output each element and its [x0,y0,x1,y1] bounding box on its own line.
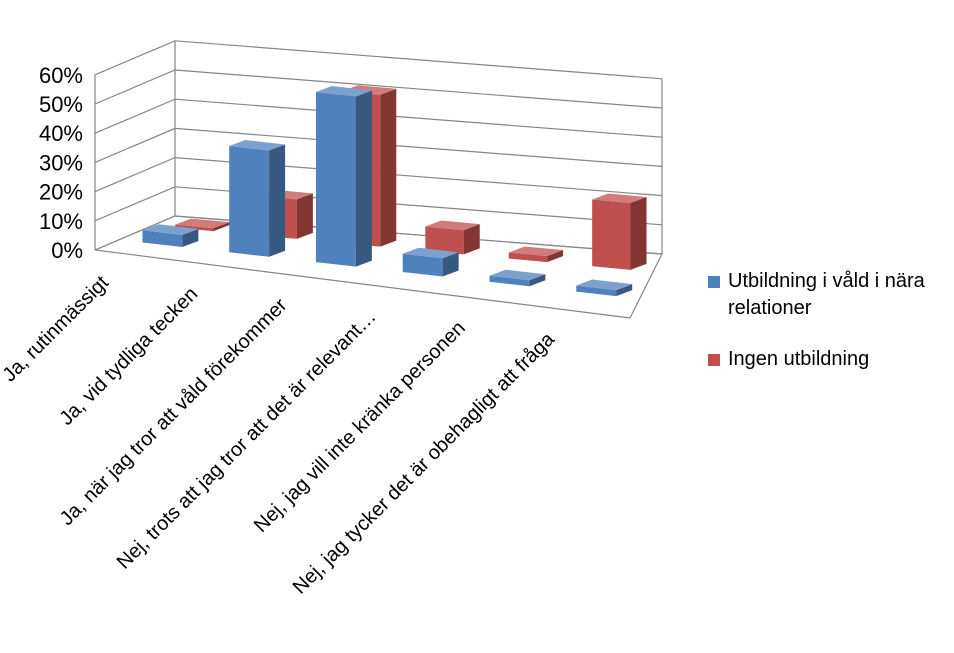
x-tick-label: Ja, rutinmässigt [0,271,113,386]
bar [402,247,459,277]
y-tick-label: 10% [39,209,83,234]
bar [489,269,546,287]
legend: Utbildning i våld i nära relationer Inge… [708,268,948,397]
bar [592,193,647,270]
y-axis-ticks: 0% 10% 20% 30% 40% 50% 60% [39,63,83,263]
legend-label: Utbildning i våld i nära relationer [728,270,925,319]
x-tick-label: Nej, jag vill inte kränka personen [250,317,470,537]
bars [142,85,647,297]
legend-item-series-2: Ingen utbildning [708,346,948,373]
y-tick-label: 60% [39,63,83,88]
bar [576,279,633,297]
y-tick-label: 50% [39,92,83,117]
bar [229,140,286,257]
y-tick-label: 30% [39,150,83,175]
y-tick-label: 0% [51,238,83,263]
legend-label: Ingen utbildning [728,348,870,370]
bar [508,246,564,263]
y-tick-label: 20% [39,180,83,205]
legend-swatch-blue [708,276,720,288]
y-tick-label: 40% [39,121,83,146]
bar [175,218,230,232]
bar [142,224,199,247]
bar [315,86,372,267]
x-tick-label: Ja, när jag tror att våld förekommer [56,294,292,530]
axis-line [629,253,663,319]
bar [425,220,480,255]
gridline [94,40,663,80]
legend-item-series-1: Utbildning i våld i nära relationer [708,268,948,322]
axis-line [94,215,176,251]
axis-line [94,249,631,319]
legend-swatch-red [708,354,720,366]
